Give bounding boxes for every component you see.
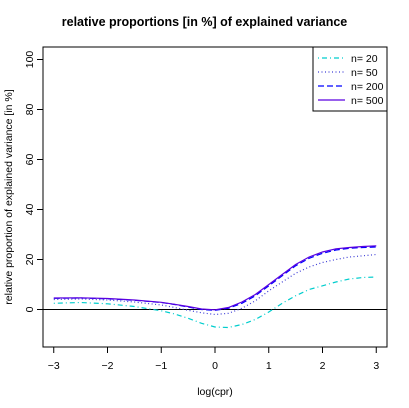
x-tick-label: 2 xyxy=(320,360,326,372)
x-tick-label: 3 xyxy=(373,360,379,372)
y-tick-label: 20 xyxy=(24,254,36,266)
series-line xyxy=(53,246,377,311)
legend-label: n= 200 xyxy=(351,81,384,93)
legend: n= 20 n= 50 n= 200 n= 500 xyxy=(312,46,388,112)
series-line xyxy=(53,245,377,311)
x-tick-label: −1 xyxy=(155,360,167,372)
x-tick-label: 0 xyxy=(212,360,218,372)
x-tick-label: 1 xyxy=(266,360,272,372)
x-axis-label: log(cpr) xyxy=(197,386,233,398)
y-tick-label: 60 xyxy=(24,154,36,166)
y-tick-label: 100 xyxy=(24,51,36,69)
y-tick-label: 80 xyxy=(24,104,36,116)
x-axis: −3 −2 −1 0 1 2 3 xyxy=(48,347,379,372)
legend-label: n= 500 xyxy=(351,95,384,107)
chart-title: relative proportions [in %] of explained… xyxy=(62,15,348,29)
y-tick-label: 0 xyxy=(24,306,36,312)
y-axis-label: relative proportion of explained varianc… xyxy=(3,89,15,304)
x-tick-label: −3 xyxy=(48,360,60,372)
series-line xyxy=(53,276,377,329)
series-group xyxy=(53,245,377,329)
x-tick-label: −2 xyxy=(102,360,114,372)
legend-label: n= 20 xyxy=(351,53,378,65)
y-axis: 0 20 40 60 80 100 xyxy=(24,51,43,312)
y-tick-label: 40 xyxy=(24,204,36,216)
legend-label: n= 50 xyxy=(351,67,378,79)
